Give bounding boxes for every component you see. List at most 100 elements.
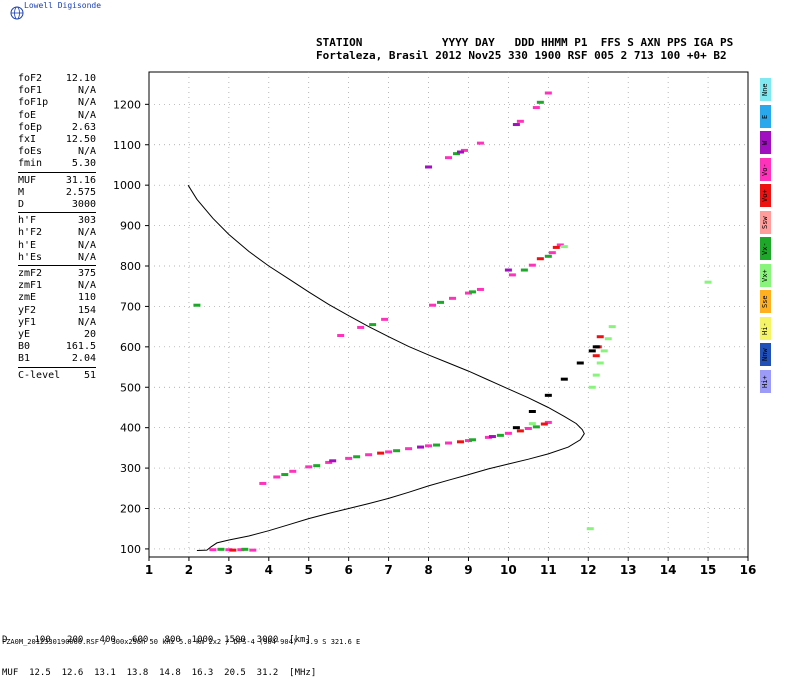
- y-tick-label: 600: [120, 341, 141, 354]
- echo-point: [425, 165, 433, 169]
- echo-point: [193, 303, 201, 307]
- legend-label: Hi-: [761, 321, 769, 335]
- echo-point: [704, 280, 712, 284]
- echo-point: [608, 325, 616, 329]
- param-row: h'Es N/A: [18, 252, 96, 264]
- echo-point: [229, 548, 237, 552]
- y-tick-label: 500: [120, 381, 141, 394]
- param-label: zmF2: [18, 268, 43, 279]
- legend-label: Nnw: [761, 348, 769, 361]
- legend-swatch-vx-: Vx-: [760, 237, 771, 260]
- echo-point: [377, 451, 385, 455]
- echo-point: [369, 323, 377, 327]
- echo-point: [460, 148, 468, 152]
- param-label: fmin: [18, 158, 43, 170]
- echo-point: [476, 141, 484, 145]
- echo-point: [456, 440, 464, 444]
- echo-point: [445, 441, 452, 445]
- legend-label: Vo+: [761, 189, 769, 202]
- echo-point: [596, 335, 604, 339]
- echo-point: [385, 450, 393, 454]
- echo-point: [241, 547, 249, 551]
- param-label: MUF: [18, 174, 37, 186]
- param-value: N/A: [77, 280, 96, 292]
- echo-point: [484, 435, 492, 439]
- echo-point: [281, 473, 289, 477]
- echo-point: [536, 100, 544, 104]
- legend-label: Hi+: [761, 374, 769, 388]
- echo-point: [516, 429, 524, 433]
- param-row: B0 161.5: [18, 341, 96, 353]
- echo-point: [532, 425, 540, 429]
- echo-point: [209, 548, 217, 552]
- echo-point: [452, 152, 460, 156]
- y-tick-label: 1200: [113, 98, 141, 111]
- param-separator: [18, 265, 96, 266]
- legend-swatch-nnw: Nnw: [760, 343, 771, 366]
- param-value: N/A: [77, 239, 96, 251]
- param-label: yF2: [18, 304, 37, 316]
- param-value: N/A: [77, 109, 96, 121]
- echo-point: [217, 547, 225, 551]
- x-tick-label: 2: [185, 563, 193, 577]
- legend-label: W: [761, 140, 769, 145]
- echo-point: [325, 460, 333, 464]
- echo-point: [536, 257, 544, 261]
- param-label: D: [18, 199, 25, 210]
- echo-point: [592, 354, 600, 358]
- legend-swatch-vo+: Vo+: [760, 184, 771, 207]
- legend-swatch-hi-: Hi-: [760, 316, 771, 340]
- distance-row: D 100 200 400 600 800 1000 1500 3000 [km…: [2, 635, 311, 645]
- legend-label: Nne: [761, 83, 769, 96]
- param-row: B1 2.04: [18, 353, 96, 365]
- param-label: M: [18, 186, 25, 198]
- param-label: foF1: [18, 85, 43, 97]
- echo-point: [468, 290, 476, 294]
- param-label: h'F: [18, 215, 37, 227]
- param-row: fmin 5.30: [18, 158, 96, 170]
- echo-point: [592, 373, 600, 377]
- echo-point: [508, 273, 516, 277]
- x-tick-label: 3: [225, 563, 233, 577]
- x-tick-label: 7: [384, 563, 392, 577]
- param-row: D 3000: [18, 199, 96, 211]
- legend-swatch-ssw: Ssw: [760, 210, 771, 234]
- y-tick-label: 200: [120, 503, 141, 516]
- param-value: 2.63: [71, 121, 96, 133]
- legend-swatch-w: W: [760, 131, 771, 154]
- param-value: 161.5: [65, 341, 96, 353]
- echo-point: [237, 548, 245, 552]
- echo-point: [560, 377, 568, 381]
- y-tick-label: 800: [120, 260, 141, 273]
- echo-point: [476, 287, 484, 291]
- x-tick-label: 14: [660, 563, 677, 577]
- echo-point: [604, 337, 612, 341]
- y-tick-label: 400: [120, 422, 141, 435]
- param-label: yE: [18, 329, 31, 340]
- param-row: foE N/A: [18, 110, 96, 122]
- legend-swatch-vx+: Vx+: [760, 263, 771, 287]
- param-label: foF1p: [18, 97, 49, 109]
- echo-point: [544, 254, 552, 258]
- echo-point: [504, 431, 512, 435]
- param-label: h'F2: [18, 227, 43, 239]
- x-tick-label: 15: [700, 563, 717, 577]
- echo-point: [365, 453, 373, 457]
- echo-point: [548, 251, 556, 255]
- param-value: 110: [77, 292, 96, 304]
- echo-point: [528, 263, 536, 267]
- echo-point: [225, 548, 233, 552]
- legend-swatch-vo-: Vo-: [760, 157, 771, 181]
- param-label: foEp: [18, 121, 43, 133]
- echo-point: [588, 349, 596, 353]
- echo-point: [345, 456, 353, 460]
- param-value: 2.575: [65, 186, 96, 198]
- legend-swatch-e: E: [760, 104, 771, 128]
- param-row: fxI 12.50: [18, 134, 96, 146]
- param-value: 12.10: [65, 73, 96, 84]
- echo-point: [305, 465, 313, 469]
- param-row: foF1 N/A: [18, 85, 96, 97]
- x-tick-label: 5: [305, 563, 313, 577]
- x-tick-label: 12: [580, 563, 597, 577]
- param-value: N/A: [77, 146, 96, 158]
